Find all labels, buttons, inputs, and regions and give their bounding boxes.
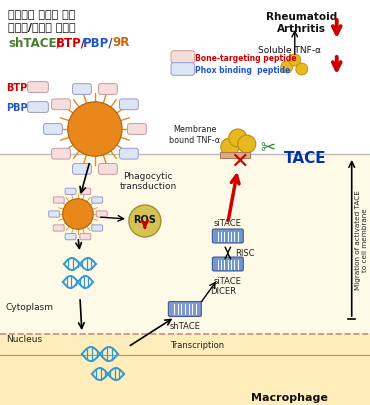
FancyBboxPatch shape (28, 82, 48, 93)
Circle shape (68, 102, 122, 157)
Text: 9R: 9R (112, 36, 129, 49)
Bar (0, 155, 370, 354)
Text: Nucleus: Nucleus (6, 335, 42, 344)
Text: Transcription: Transcription (170, 340, 224, 349)
FancyBboxPatch shape (171, 51, 195, 64)
Text: Rheumatoid
Arthritis: Rheumatoid Arthritis (266, 12, 337, 34)
FancyBboxPatch shape (65, 189, 76, 195)
Text: BTP/: BTP/ (56, 36, 86, 49)
FancyBboxPatch shape (128, 124, 146, 135)
Text: ✂: ✂ (260, 139, 275, 157)
FancyBboxPatch shape (168, 302, 201, 317)
Text: Membrane
bound TNF-α: Membrane bound TNF-α (169, 125, 221, 144)
FancyBboxPatch shape (53, 197, 64, 204)
Text: ROS: ROS (134, 215, 156, 224)
FancyBboxPatch shape (65, 234, 76, 240)
FancyBboxPatch shape (120, 149, 138, 160)
FancyBboxPatch shape (80, 234, 91, 240)
FancyBboxPatch shape (92, 197, 102, 204)
Text: RISC: RISC (235, 249, 254, 258)
Text: ✕: ✕ (231, 151, 249, 172)
Text: shTACE: shTACE (169, 321, 200, 330)
FancyBboxPatch shape (51, 149, 70, 160)
Circle shape (281, 62, 293, 74)
FancyBboxPatch shape (171, 64, 195, 76)
Circle shape (289, 55, 301, 67)
Text: siTACE: siTACE (214, 218, 242, 228)
Text: Cytoplasm: Cytoplasm (6, 302, 54, 311)
FancyBboxPatch shape (80, 189, 91, 195)
Text: 유전자/전달체 복합체: 유전자/전달체 복합체 (8, 22, 75, 32)
FancyBboxPatch shape (98, 85, 117, 95)
Text: 류마티스 관절염 치료: 류마티스 관절염 치료 (8, 10, 75, 20)
FancyBboxPatch shape (212, 230, 243, 243)
FancyBboxPatch shape (53, 225, 64, 232)
FancyBboxPatch shape (49, 211, 60, 217)
Text: Migration of activated TACE
to cell membrane: Migration of activated TACE to cell memb… (355, 190, 368, 289)
FancyBboxPatch shape (212, 257, 243, 271)
Circle shape (229, 130, 247, 148)
Circle shape (129, 205, 161, 237)
Text: BTP: BTP (6, 83, 27, 93)
Text: siTACE: siTACE (214, 276, 242, 285)
FancyBboxPatch shape (28, 102, 48, 113)
FancyBboxPatch shape (98, 164, 117, 175)
FancyBboxPatch shape (96, 211, 107, 217)
Text: Bone-targeting peptide: Bone-targeting peptide (195, 53, 296, 62)
Text: DICER: DICER (210, 287, 236, 296)
FancyBboxPatch shape (73, 164, 91, 175)
FancyBboxPatch shape (120, 100, 138, 111)
Circle shape (238, 136, 256, 153)
Circle shape (296, 64, 308, 76)
Text: TACE: TACE (283, 150, 326, 165)
Text: shTACE/: shTACE/ (8, 36, 61, 49)
Circle shape (63, 199, 93, 230)
FancyBboxPatch shape (73, 85, 91, 95)
Text: PBP/: PBP/ (83, 36, 114, 49)
Text: Phagocytic
transduction: Phagocytic transduction (119, 172, 176, 191)
FancyBboxPatch shape (44, 124, 63, 135)
FancyBboxPatch shape (92, 225, 102, 232)
Text: Soluble TNF-α: Soluble TNF-α (258, 45, 321, 54)
Text: Phox binding  peptide: Phox binding peptide (195, 65, 290, 74)
Bar (0, 334, 370, 405)
FancyBboxPatch shape (51, 100, 70, 111)
Circle shape (221, 139, 239, 157)
Text: PBP: PBP (6, 103, 28, 113)
Text: Macrophage: Macrophage (251, 392, 328, 402)
Bar (220, 153, 250, 159)
